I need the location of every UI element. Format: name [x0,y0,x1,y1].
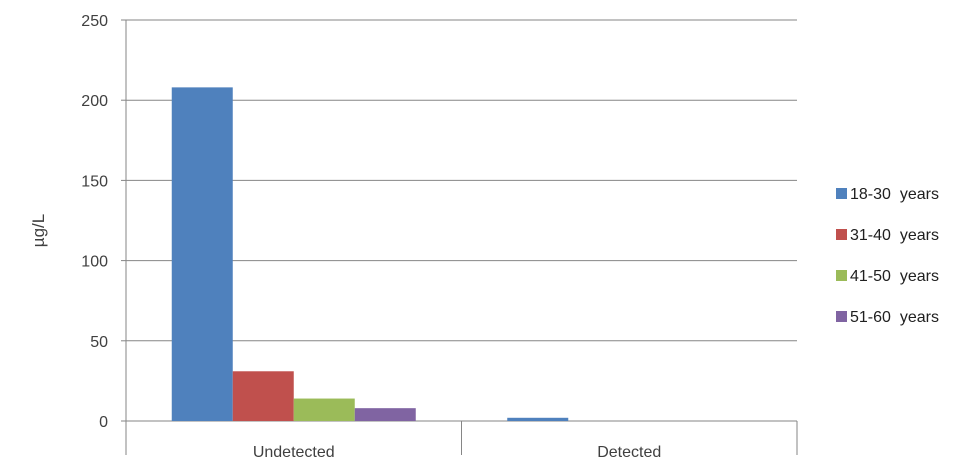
bar [354,408,416,421]
gridlines [126,19,797,342]
x-tick-label: Detected [597,444,661,461]
x-axis: Undetected Detected [125,420,798,461]
y-tick-label: 100 [81,254,108,271]
y-tick-label: 200 [81,93,108,110]
bars [171,87,569,422]
y-tick-label: 0 [99,414,108,431]
legend-label: 51-60 years [850,309,939,326]
legend-swatch [836,229,847,240]
bar [293,398,355,421]
y-tick-label: 250 [81,13,108,30]
y-tick-label: 50 [90,334,108,351]
legend: 18-30 years 31-40 years 41-50 years 51-60 y… [836,186,939,326]
legend-label: 18-30 years [850,186,939,203]
legend-swatch [836,188,847,199]
bar [232,371,294,421]
legend-label: 41-50 years [850,268,939,285]
legend-swatch [836,270,847,281]
y-axis-title: µg/L [29,214,48,247]
bar [507,417,569,421]
legend-swatch [836,311,847,322]
legend-label: 31-40 years [850,227,939,244]
y-axis: 0 50 100 150 200 250 [81,13,127,431]
y-tick-label: 150 [81,173,108,190]
x-tick-label: Undetected [253,444,335,461]
bar [171,87,233,422]
